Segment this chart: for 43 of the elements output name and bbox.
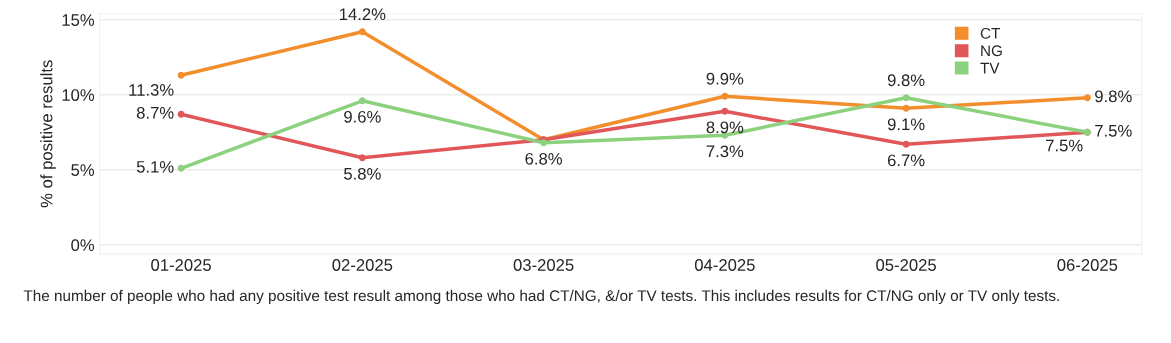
x-tick-label: 03-2025: [513, 259, 574, 271]
data-label: 7.5%: [1046, 139, 1083, 152]
data-label: 8.9%: [706, 121, 744, 134]
point: [721, 107, 729, 115]
point: [177, 71, 185, 79]
point: [902, 94, 910, 102]
data-label: 9.9%: [706, 72, 744, 85]
data-label: 11.3%: [129, 84, 174, 96]
point: [902, 140, 910, 148]
x-tick-label: 01-2025: [151, 259, 211, 271]
x-tick-label: 04-2025: [694, 259, 755, 271]
legend-label: NG: [981, 45, 1002, 57]
data-label: 5.1%: [136, 161, 174, 173]
data-label: 9.6%: [344, 110, 381, 123]
y-tick-label: 10%: [62, 89, 95, 101]
data-label: 9.8%: [887, 74, 925, 87]
point: [177, 110, 185, 118]
point: [177, 164, 185, 172]
legend-label: CT: [980, 27, 1001, 39]
y-axis-title: % of positive results: [40, 60, 56, 208]
point: [358, 154, 366, 162]
data-label: 14.2%: [339, 8, 386, 21]
data-label: 6.7%: [887, 154, 925, 167]
point: [1083, 94, 1091, 102]
data-label: 7.5%: [1095, 125, 1132, 137]
legend-label: TV: [980, 62, 1000, 74]
data-label: 9.1%: [887, 118, 925, 131]
x-tick-label: 06-2025: [1057, 259, 1118, 271]
x-tick-label: 02-2025: [332, 259, 393, 271]
y-tick-label: 0%: [71, 239, 95, 252]
point: [358, 97, 366, 105]
text: The number of people who had any positive test result among those who had CT/NG, &/or TV tests. This includes results for CT/NG only or TV only tests.: [23, 289, 1059, 305]
point: [721, 92, 729, 100]
y-tick-label: 15%: [62, 14, 95, 26]
y-tick-label: 5%: [71, 164, 95, 176]
point: [902, 104, 910, 112]
data-label: 5.8%: [344, 167, 381, 180]
data-label: 6.8%: [525, 152, 562, 165]
point: [358, 28, 366, 36]
data-label: 8.7%: [136, 106, 174, 119]
data-label: 9.8%: [1095, 90, 1132, 103]
x-tick-label: 05-2025: [876, 259, 936, 271]
data-label: 7.3%: [706, 145, 744, 158]
